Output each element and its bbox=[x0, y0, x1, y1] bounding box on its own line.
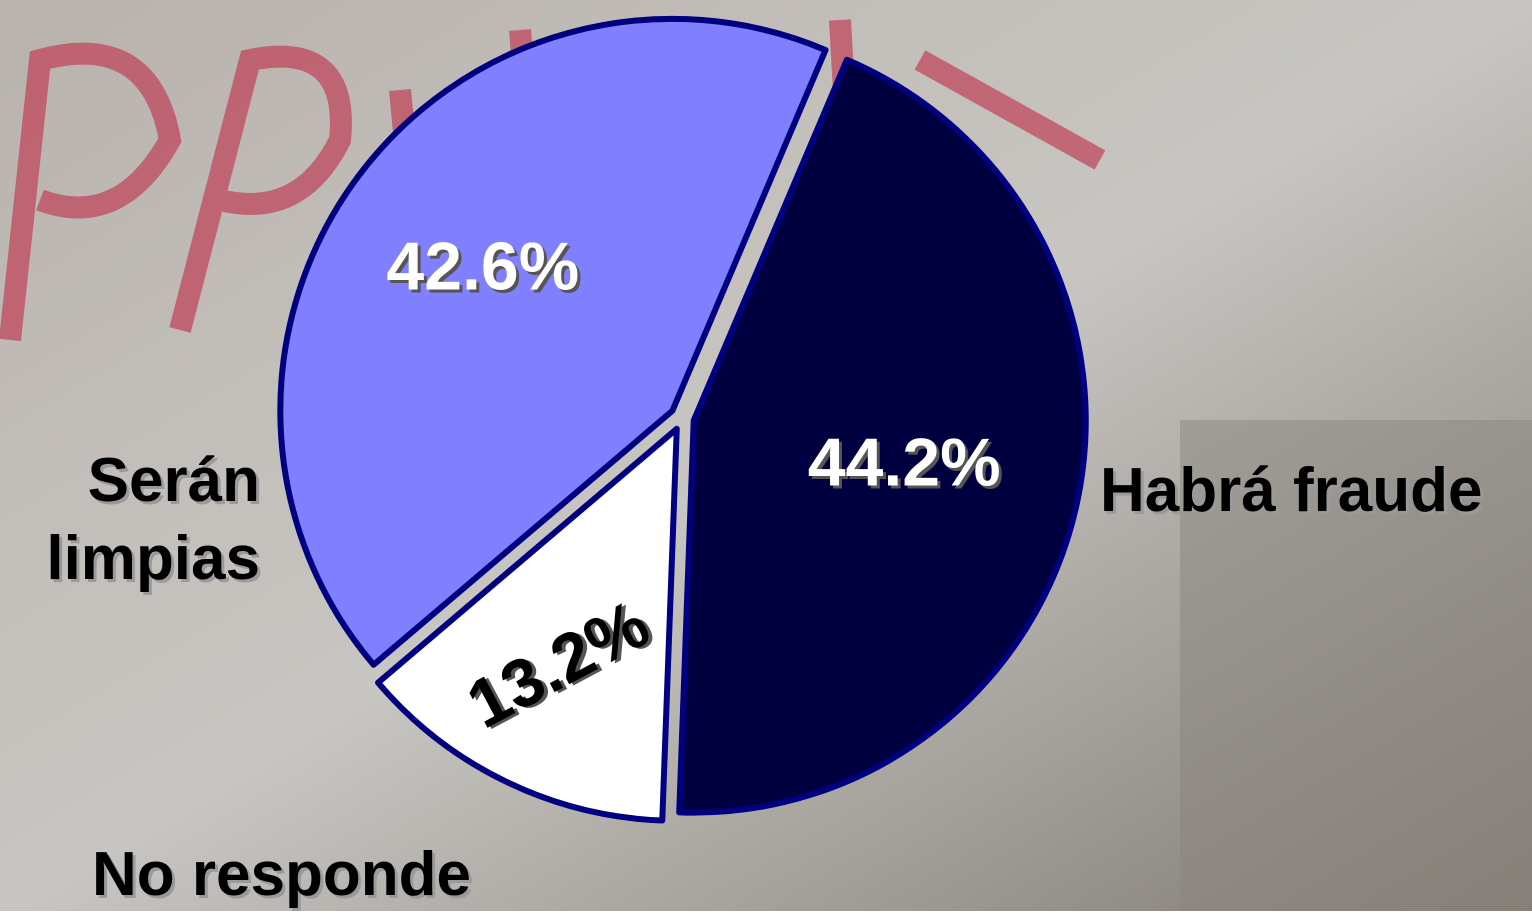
wall-patch bbox=[1180, 420, 1532, 911]
category-label: Habrá fraude bbox=[1100, 456, 1483, 525]
value-label: 42.6% bbox=[386, 229, 579, 305]
pie: 44.2%44.2%13.2%13.2%42.6%42.6% bbox=[277, 15, 1089, 824]
pie-slice bbox=[676, 56, 1089, 816]
category-label: No responde bbox=[92, 840, 471, 909]
value-label: 44.2% bbox=[808, 424, 1001, 500]
pie-slice bbox=[277, 15, 829, 668]
pie-slice bbox=[375, 425, 680, 824]
value-label-shadow: 44.2% bbox=[811, 427, 1004, 503]
category-label: Serán limpias bbox=[46, 446, 260, 593]
value-label-shadow: 42.6% bbox=[389, 232, 582, 308]
